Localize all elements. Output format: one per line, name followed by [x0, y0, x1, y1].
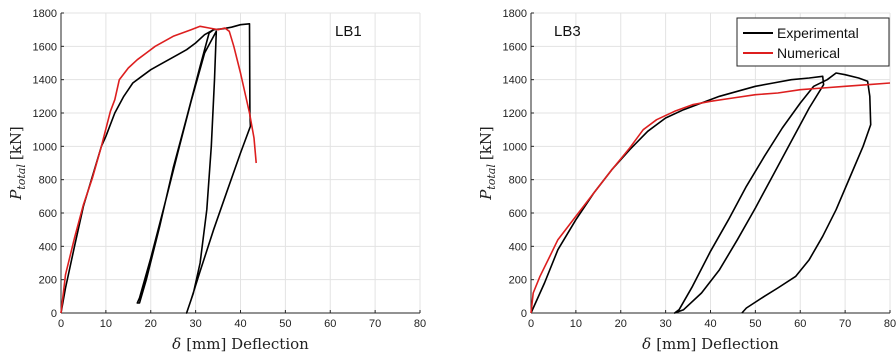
- series-line-numerical: [530, 82, 891, 314]
- x-axis-symbol: δ: [642, 335, 651, 353]
- x-axis-symbol: δ: [172, 335, 181, 353]
- x-axis-label: δ [mm] Deflection: [642, 335, 779, 353]
- y-tick-label: 1400: [503, 75, 527, 87]
- y-tick-label: 200: [509, 275, 527, 287]
- y-tick-label: 1200: [33, 108, 57, 120]
- x-tick-label: 10: [570, 318, 582, 330]
- x-tick-label: 30: [190, 318, 202, 330]
- x-tick-label: 20: [615, 318, 627, 330]
- y-axis-subscript: total: [15, 164, 28, 190]
- chart-panel-lb1: 0 10 20 30 40 50 60 70 8002004006008001000120014…: [7, 8, 426, 353]
- x-axis-label: δ [mm] Deflection: [172, 335, 309, 353]
- x-tick-label: 20: [145, 318, 157, 330]
- x-tick-label: 50: [279, 318, 291, 330]
- y-axis-symbol: P: [7, 189, 25, 201]
- x-tick-label: 70: [369, 318, 381, 330]
- panel-tag: LB1: [335, 23, 362, 40]
- y-tick-label: 1600: [33, 41, 57, 53]
- y-tick-label: 1400: [33, 75, 57, 87]
- x-tick-label: 30: [660, 318, 672, 330]
- y-tick-label: 600: [39, 208, 57, 220]
- y-tick-label: 600: [509, 208, 527, 220]
- x-tick-label: 0: [528, 318, 534, 330]
- y-tick-label: 800: [39, 175, 57, 187]
- x-tick-label: 60: [794, 318, 806, 330]
- legend-label: Experimental: [777, 25, 859, 41]
- y-axis-label: Ptotal [kN]: [477, 126, 498, 201]
- y-axis-symbol: P: [477, 189, 495, 201]
- x-tick-label: 50: [749, 318, 761, 330]
- x-tick-label: 40: [234, 318, 246, 330]
- y-tick-label: 1800: [33, 8, 57, 20]
- series-line-black: [60, 23, 252, 314]
- legend-label: Numerical: [777, 45, 840, 61]
- x-axis-text: [mm] Deflection: [186, 335, 309, 353]
- y-tick-label: 1600: [503, 41, 527, 53]
- series-line-experimental: [530, 72, 872, 314]
- y-tick-label: 800: [509, 175, 527, 187]
- y-axis-unit: [kN]: [7, 126, 25, 160]
- y-axis-subscript: total: [485, 164, 498, 190]
- y-tick-label: 1000: [33, 141, 57, 153]
- x-tick-label: 10: [100, 318, 112, 330]
- y-axis-label: Ptotal [kN]: [7, 126, 28, 201]
- x-tick-label: 70: [839, 318, 851, 330]
- y-tick-label: 1000: [503, 141, 527, 153]
- x-tick-label: 80: [884, 318, 896, 330]
- x-tick-label: 0: [58, 318, 64, 330]
- y-tick-label: 1200: [503, 108, 527, 120]
- chart-panel-lb3: 0 10 20 30 40 50 60 70 8002004006008001000120014…: [477, 8, 896, 353]
- y-tick-label: 400: [39, 241, 57, 253]
- x-tick-label: 40: [704, 318, 716, 330]
- y-tick-label: 0: [51, 308, 57, 320]
- series-line-red: [60, 25, 257, 314]
- x-tick-label: 80: [414, 318, 426, 330]
- legend: Experimental Numerical: [736, 17, 890, 67]
- y-tick-label: 200: [39, 275, 57, 287]
- y-axis-unit: [kN]: [477, 126, 495, 160]
- x-axis-text: [mm] Deflection: [656, 335, 779, 353]
- y-tick-label: 1800: [503, 8, 527, 20]
- x-tick-label: 60: [324, 318, 336, 330]
- legend-box: [736, 17, 890, 67]
- y-tick-label: 0: [521, 308, 527, 320]
- y-tick-label: 400: [509, 241, 527, 253]
- panel-tag: LB3: [554, 23, 581, 40]
